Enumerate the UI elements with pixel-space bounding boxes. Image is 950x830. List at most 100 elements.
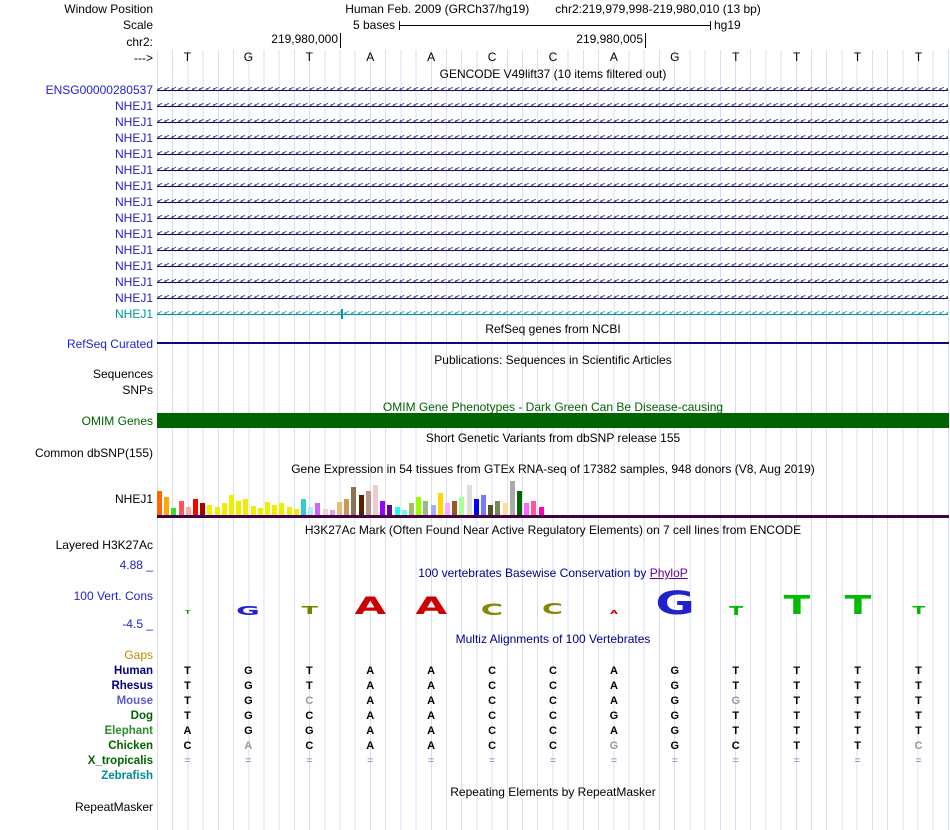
gene-label-nhej1[interactable]: NHEJ1 [114, 291, 153, 305]
base-letter: T [853, 50, 862, 64]
gene-item[interactable]: <<<<<<<<<<<<<<<<<<<<<<<<<<<<<<<<<<<<<<<<… [157, 101, 948, 111]
species-label-zebrafish[interactable]: Zebrafish [101, 770, 153, 782]
alignment-cell: T [915, 680, 922, 692]
alignment-cell: = [671, 755, 679, 767]
gene-item[interactable]: <<<<<<<<<<<<<<<<<<<<<<<<<<<<<<<<<<<<<<<<… [157, 181, 948, 191]
gtex-baseline [157, 515, 949, 518]
coordinate-left: 219,980,000 [271, 33, 341, 48]
alignment-cell: C [549, 710, 557, 722]
alignment-cell: A [427, 695, 436, 707]
alignment-cell: A [427, 680, 436, 692]
phylop-link[interactable]: PhyloP [649, 566, 688, 580]
alignment-cell: T [793, 740, 801, 752]
omim-header[interactable]: OMIM Gene Phenotypes - Dark Green Can Be… [382, 400, 724, 414]
alignment-cell [401, 769, 462, 784]
gene-label-nhej1[interactable]: NHEJ1 [114, 211, 153, 225]
gene-label-nhej1[interactable]: NHEJ1 [114, 259, 153, 273]
omim-gene-bar[interactable] [157, 413, 949, 428]
alignment-cell: G [244, 695, 253, 707]
species-label-rhesus[interactable]: Rhesus [111, 680, 153, 692]
alignment-cell: C [183, 740, 192, 752]
gene-label-nhej1[interactable]: NHEJ1 [114, 115, 153, 129]
gene-item[interactable]: <<<<<<<<<<<<<<<<<<<<<<<<<<<<<<<<<<<<<<<<… [157, 309, 948, 319]
gene-item[interactable]: <<<<<<<<<<<<<<<<<<<<<<<<<<<<<<<<<<<<<<<<… [157, 293, 948, 303]
gtex-bar [229, 495, 234, 515]
gene-item[interactable]: <<<<<<<<<<<<<<<<<<<<<<<<<<<<<<<<<<<<<<<<… [157, 245, 948, 255]
alignment-cell: T [854, 725, 861, 737]
track-label-gtex-nhej1[interactable]: NHEJ1 [114, 492, 153, 506]
alignment-cell: A [366, 710, 375, 722]
dbsnp-header[interactable]: Short Genetic Variants from dbSNP releas… [425, 431, 681, 445]
gene-item[interactable]: <<<<<<<<<<<<<<<<<<<<<<<<<<<<<<<<<<<<<<<<… [157, 133, 948, 143]
track-label-100-vert-cons[interactable]: 100 Vert. Cons [73, 589, 153, 603]
track-label-repeatmasker[interactable]: RepeatMasker [74, 800, 153, 814]
track-label-layered-h3k27ac[interactable]: Layered H3K27Ac [55, 538, 153, 552]
gtex-bars[interactable] [157, 479, 949, 515]
refseq-header[interactable]: RefSeq genes from NCBI [485, 322, 621, 336]
gene-label-nhej1[interactable]: NHEJ1 [114, 243, 153, 257]
gene-label-nhej1[interactable]: NHEJ1 [114, 99, 153, 113]
h3k27ac-header[interactable]: H3K27Ac Mark (Often Found Near Active Re… [304, 523, 802, 537]
gene-label-ensg00000280537[interactable]: ENSG00000280537 [45, 83, 153, 97]
alignment-cell: C [549, 695, 557, 707]
gtex-bar [293, 509, 299, 515]
gene-item[interactable]: <<<<<<<<<<<<<<<<<<<<<<<<<<<<<<<<<<<<<<<<… [157, 165, 948, 175]
alignment-cell: T [793, 725, 801, 737]
species-label-human[interactable]: Human [114, 665, 153, 677]
gencode-header[interactable]: GENCODE V49lift37 (10 items filtered out… [439, 67, 667, 81]
scale-label: Scale [122, 18, 153, 32]
multiz-header[interactable]: Multiz Alignments of 100 Vertebrates [455, 632, 651, 646]
gtex-bar [243, 499, 249, 515]
gene-item[interactable]: <<<<<<<<<<<<<<<<<<<<<<<<<<<<<<<<<<<<<<<<… [157, 213, 948, 223]
assembly-name: Human Feb. 2009 (GRCh37/hg19) [345, 2, 530, 16]
track-label-omim-genes[interactable]: OMIM Genes [81, 414, 153, 428]
alignment-cell [157, 769, 218, 784]
gene-item[interactable]: <<<<<<<<<<<<<<<<<<<<<<<<<<<<<<<<<<<<<<<<… [157, 261, 948, 271]
cons-logo-letter: A [415, 592, 447, 621]
gene-item[interactable]: <<<<<<<<<<<<<<<<<<<<<<<<<<<<<<<<<<<<<<<<… [157, 277, 948, 287]
track-label-snps[interactable]: SNPs [122, 383, 153, 397]
species-label-dog[interactable]: Dog [130, 710, 153, 722]
cons-logo-letter: T [301, 604, 318, 618]
gtex-bar [157, 491, 162, 515]
species-label-chicken[interactable]: Chicken [108, 740, 153, 752]
track-label-common-dbsnp[interactable]: Common dbSNP(155) [34, 446, 153, 460]
gtex-bar [337, 502, 342, 515]
alignment-cell: T [732, 710, 740, 722]
gene-item[interactable]: <<<<<<<<<<<<<<<<<<<<<<<<<<<<<<<<<<<<<<<<… [157, 85, 948, 95]
gtex-bar [286, 507, 292, 515]
gene-item[interactable]: <<<<<<<<<<<<<<<<<<<<<<<<<<<<<<<<<<<<<<<<… [157, 229, 948, 239]
gene-item[interactable]: <<<<<<<<<<<<<<<<<<<<<<<<<<<<<<<<<<<<<<<<… [157, 197, 948, 207]
gene-item[interactable]: <<<<<<<<<<<<<<<<<<<<<<<<<<<<<<<<<<<<<<<<… [157, 149, 948, 159]
species-label-mouse[interactable]: Mouse [116, 695, 153, 707]
gtex-bar [250, 506, 256, 515]
gene-label-nhej1[interactable]: NHEJ1 [114, 131, 153, 145]
species-label-x_tropicalis[interactable]: X_tropicalis [87, 755, 153, 767]
alignment-cell: C [488, 740, 497, 752]
gene-label-nhej1[interactable]: NHEJ1 [114, 195, 153, 209]
refseq-gene-item[interactable] [157, 342, 949, 344]
gene-label-nhej1[interactable]: NHEJ1 [114, 179, 153, 193]
alignment-cell: T [184, 680, 191, 692]
gene-label-nhej1[interactable]: NHEJ1 [114, 147, 153, 161]
species-label-elephant[interactable]: Elephant [104, 725, 153, 737]
gene-label-nhej1[interactable]: NHEJ1 [114, 227, 153, 241]
track-label-sequences[interactable]: Sequences [92, 367, 153, 381]
gene-label-nhej1[interactable]: NHEJ1 [114, 275, 153, 289]
repeatmasker-header[interactable]: Repeating Elements by RepeatMasker [450, 785, 656, 799]
gene-item[interactable]: <<<<<<<<<<<<<<<<<<<<<<<<<<<<<<<<<<<<<<<<… [157, 117, 948, 127]
track-label-gaps[interactable]: Gaps [124, 648, 153, 662]
base-letter: A [609, 50, 618, 64]
gene-label-nhej1[interactable]: NHEJ1 [114, 307, 153, 321]
track-label-refseq-curated[interactable]: RefSeq Curated [66, 337, 153, 351]
gtex-bar [265, 502, 270, 515]
alignment-cell [888, 769, 949, 784]
cons-logo-letter: T [844, 590, 871, 621]
gene-label-nhej1[interactable]: NHEJ1 [114, 163, 153, 177]
alignment-cell [218, 769, 279, 784]
publications-header[interactable]: Publications: Sequences in Scientific Ar… [434, 353, 672, 367]
current-position: chr2:219,979,998-219,980,010 (13 bp) [555, 2, 761, 16]
gtex-header[interactable]: Gene Expression in 54 tissues from GTEx … [291, 462, 815, 476]
